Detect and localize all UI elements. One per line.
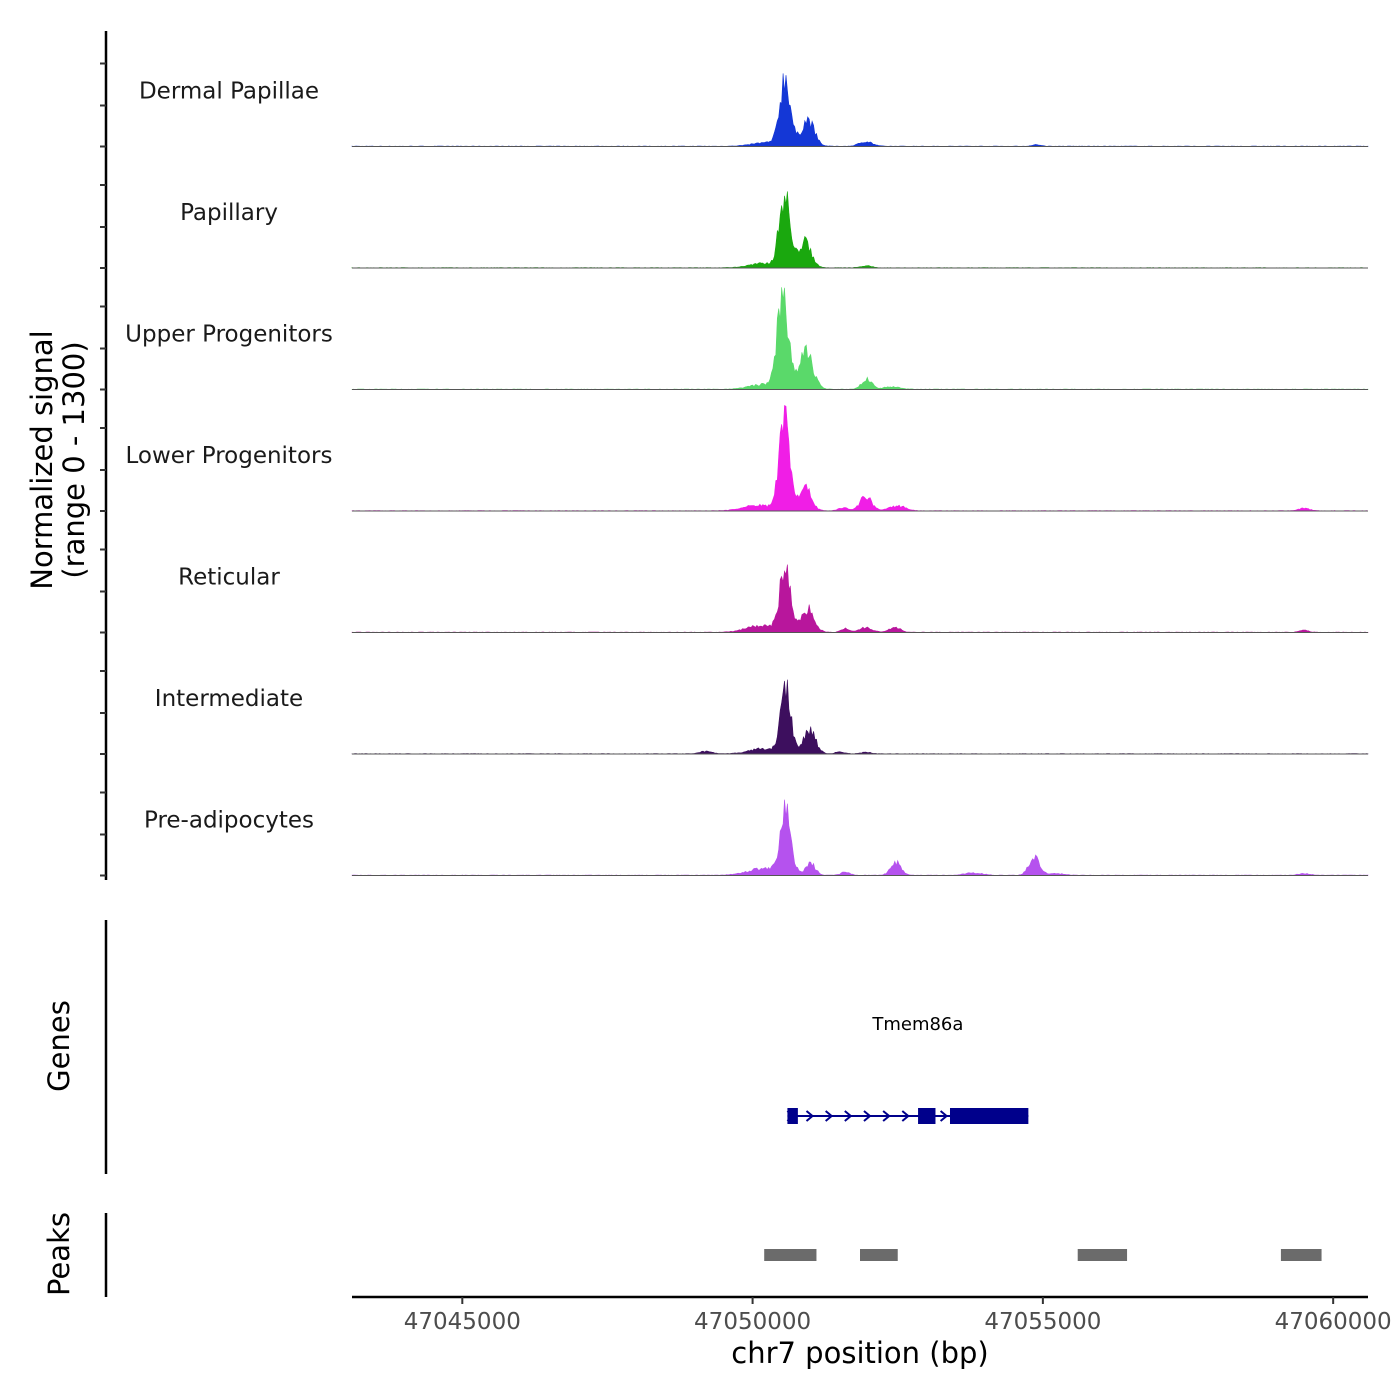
signal-area xyxy=(351,564,1369,633)
track-reticular: Reticular xyxy=(178,564,1369,633)
track-label: Upper Progenitors xyxy=(125,322,333,348)
track-label: Papillary xyxy=(180,200,278,226)
strand-arrow xyxy=(901,1110,910,1122)
x-axis: 47045000 47050000 47055000 47060000 xyxy=(352,1295,1392,1335)
track-label: Intermediate xyxy=(155,686,303,712)
track-label: Lower Progenitors xyxy=(126,443,333,469)
gene-label: Tmem86a xyxy=(871,1014,963,1035)
signal-area xyxy=(351,287,1369,390)
peak-region xyxy=(1077,1249,1128,1261)
signal-tracks: Dermal Papillae Papillary Upper Progenitor… xyxy=(125,73,1369,876)
track-label: Reticular xyxy=(178,565,280,591)
signal-area xyxy=(351,191,1369,269)
peak-track xyxy=(764,1249,1322,1261)
x-tick-label: 47045000 xyxy=(404,1309,521,1335)
peaks-panel-label: Peaks xyxy=(42,1212,76,1296)
strand-arrow xyxy=(939,1110,949,1122)
gene-track xyxy=(786,1108,1029,1124)
strand-arrow xyxy=(882,1110,891,1122)
strand-arrow xyxy=(825,1110,834,1122)
signal-area xyxy=(351,73,1369,147)
strand-arrow xyxy=(844,1110,853,1122)
track-dermal-papillae: Dermal Papillae xyxy=(139,73,1369,147)
signal-area xyxy=(351,679,1369,755)
gene-exon xyxy=(949,1108,1029,1124)
signal-area xyxy=(351,405,1369,512)
track-label: Dermal Papillae xyxy=(139,79,319,105)
track-intermediate: Intermediate xyxy=(155,679,1369,755)
track-papillary: Papillary xyxy=(180,191,1369,269)
x-axis-title: chr7 position (bp) xyxy=(731,1336,988,1370)
strand-arrow xyxy=(863,1110,872,1122)
gene-exon xyxy=(918,1108,936,1124)
x-tick-label: 47050000 xyxy=(694,1309,811,1335)
track-pre-adipocytes: Pre-adipocytes xyxy=(144,799,1369,876)
peak-region xyxy=(860,1249,898,1261)
x-tick-label: 47055000 xyxy=(984,1309,1101,1335)
x-tick-label: 47060000 xyxy=(1275,1309,1392,1335)
track-lower-progenitors: Lower Progenitors xyxy=(126,405,1369,512)
genes-panel-label: Genes xyxy=(42,1000,76,1092)
track-label: Pre-adipocytes xyxy=(144,808,314,834)
left-axes xyxy=(100,31,108,1297)
strand-arrow xyxy=(805,1110,815,1122)
gene-exon xyxy=(787,1108,798,1124)
track-upper-progenitors: Upper Progenitors xyxy=(125,287,1369,390)
peak-region xyxy=(764,1249,817,1261)
signal-area xyxy=(351,799,1369,876)
y-axis-subtitle: (range 0 - 1300) xyxy=(57,341,91,578)
y-axis-title: Normalized signal xyxy=(25,330,59,589)
peak-region xyxy=(1280,1249,1322,1261)
